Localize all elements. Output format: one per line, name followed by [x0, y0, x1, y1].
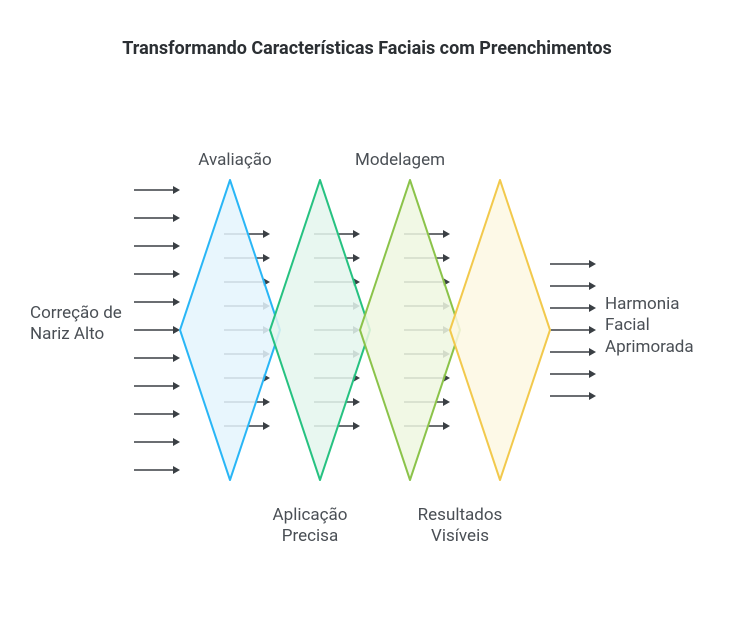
diagram-canvas: Transformando Características Faciais co… [0, 0, 734, 638]
arrow-head [263, 398, 270, 406]
input-label: Correção deNariz Alto [30, 303, 122, 346]
arrow-head [443, 230, 450, 238]
arrow-head [353, 398, 360, 406]
arrow-head [589, 370, 596, 378]
arrow-head [173, 382, 180, 390]
arrow-head [443, 422, 450, 430]
arrow-head [263, 422, 270, 430]
arrow-head [353, 230, 360, 238]
arrow-head [173, 214, 180, 222]
arrow-head [263, 230, 270, 238]
layer-label-top-0: Avaliação [198, 150, 271, 171]
arrow-head [353, 422, 360, 430]
arrow-head [589, 392, 596, 400]
arrow-head [589, 282, 596, 290]
arrow-head [173, 242, 180, 250]
layer-label-bottom-0: AplicaçãoPrecisa [273, 505, 348, 548]
arrow-head [173, 354, 180, 362]
arrow-head [173, 186, 180, 194]
arrow-head [173, 326, 180, 334]
arrow-head [589, 260, 596, 268]
arrow-head [353, 254, 360, 262]
layer-label-top-1: Modelagem [355, 150, 445, 171]
arrow-head [173, 298, 180, 306]
output-label: HarmoniaFacialAprimorada [605, 294, 694, 358]
layer-diamond-3 [450, 180, 550, 480]
arrow-head [173, 438, 180, 446]
arrow-head [173, 410, 180, 418]
arrow-head [589, 304, 596, 312]
arrow-head [443, 398, 450, 406]
layer-diamond-0 [180, 180, 280, 480]
arrow-head [589, 348, 596, 356]
arrow-head [263, 254, 270, 262]
layer-diamond-2 [360, 180, 460, 480]
arrow-head [173, 270, 180, 278]
arrow-head [443, 254, 450, 262]
layer-diamond-1 [270, 180, 370, 480]
arrow-head [589, 326, 596, 334]
layer-label-bottom-1: ResultadosVisíveis [418, 505, 503, 548]
arrow-head [173, 466, 180, 474]
